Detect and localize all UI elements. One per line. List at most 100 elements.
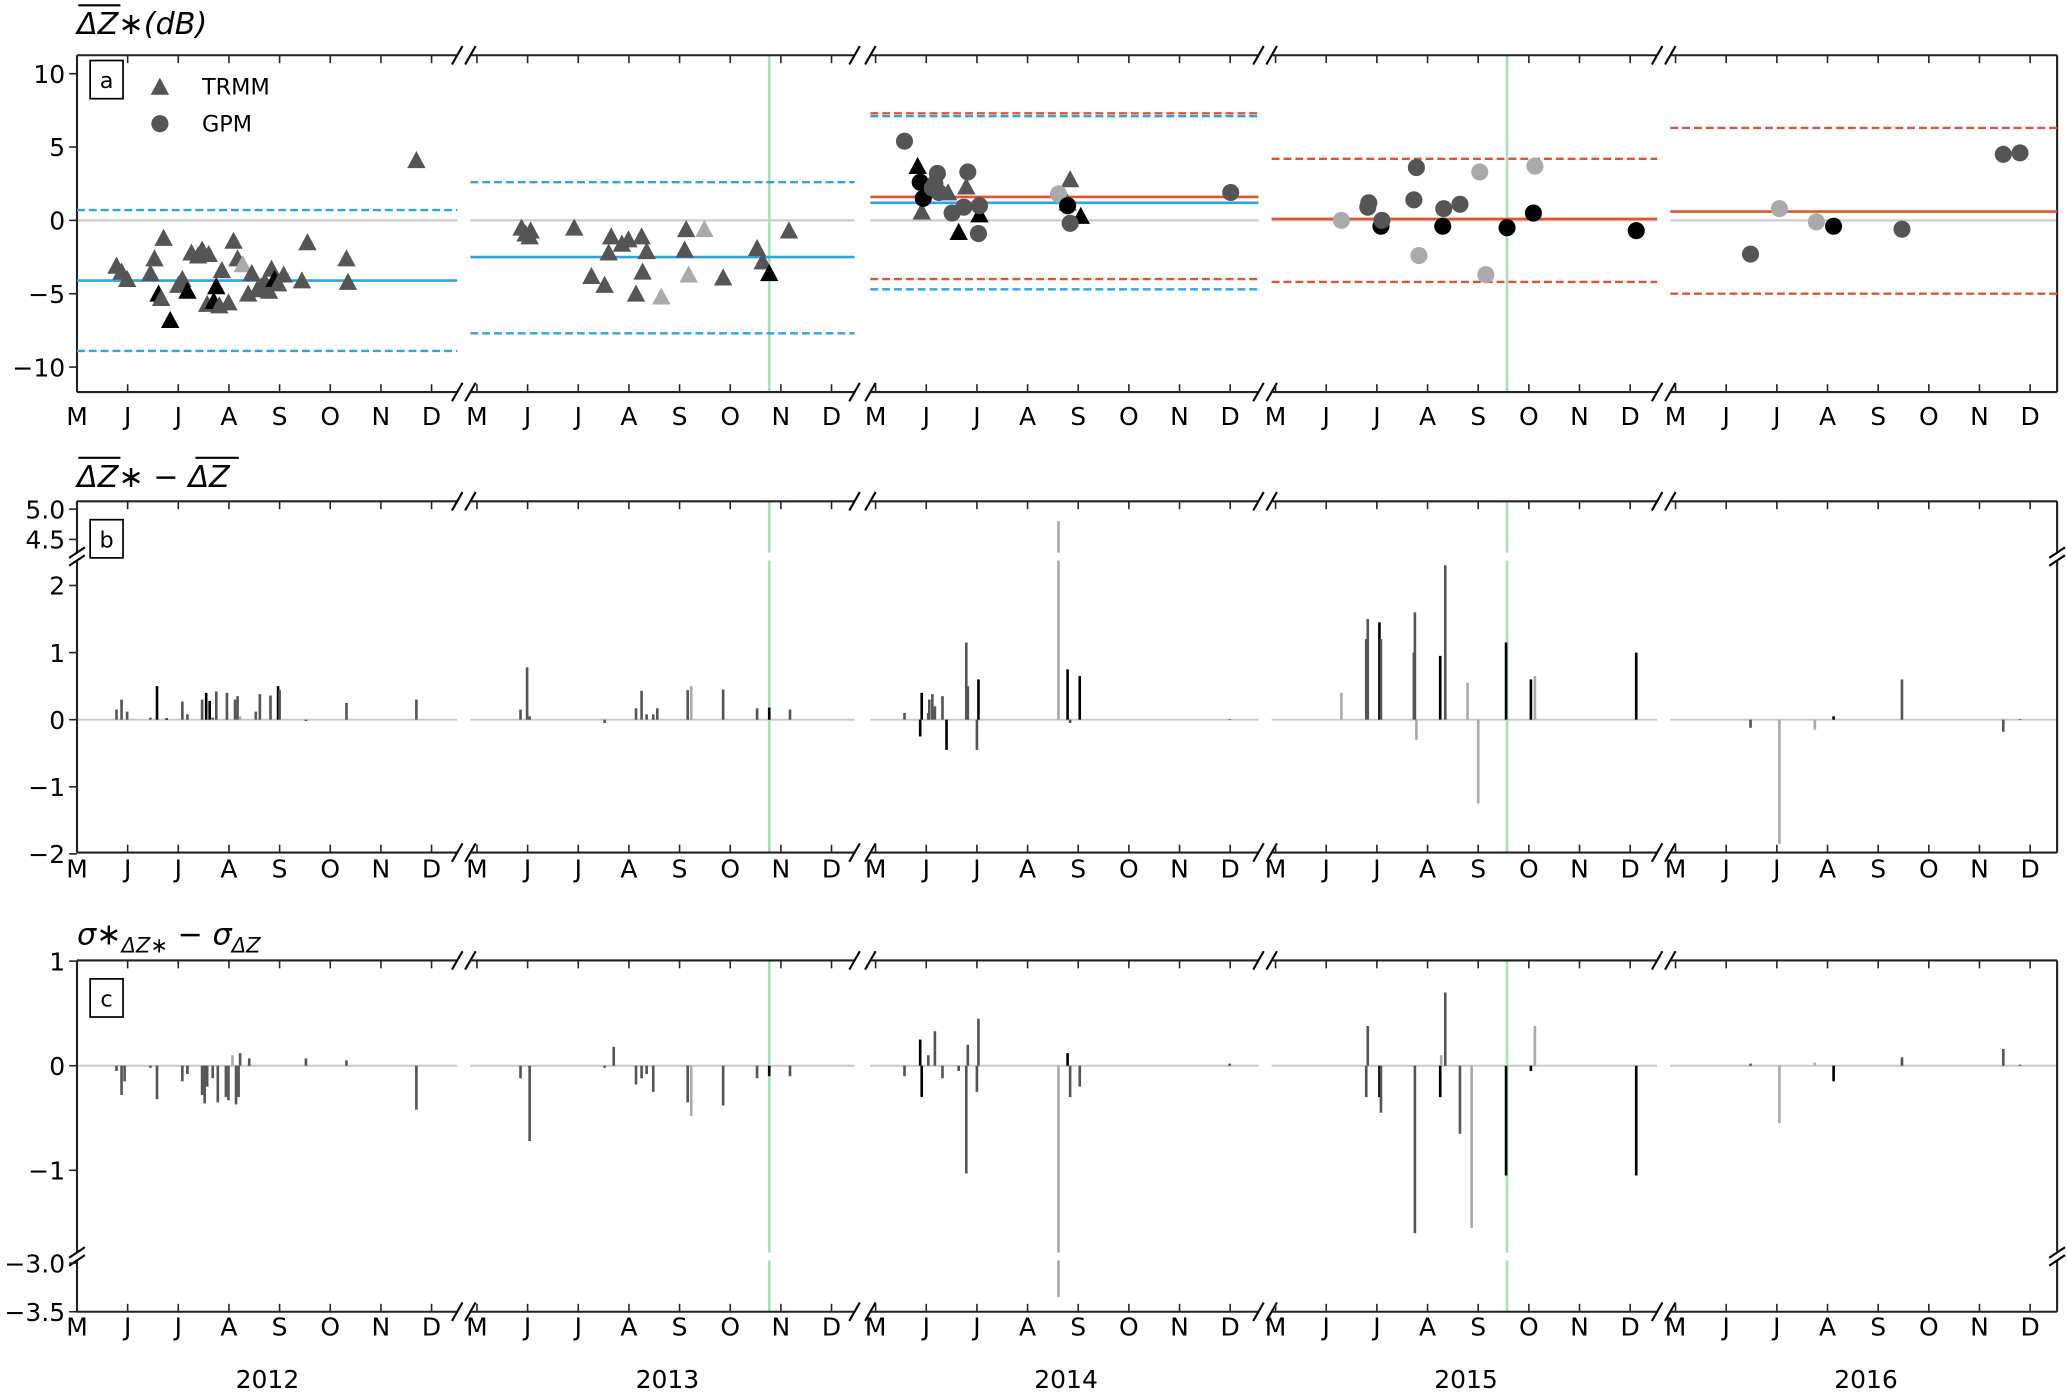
x-tick-label: N: [1970, 402, 1989, 431]
axis-break-mark: [451, 382, 464, 402]
trmm-point: [407, 151, 426, 169]
trmm-point: [619, 230, 638, 248]
trmm-point: [949, 222, 968, 241]
axis-break-mark: [2048, 1254, 2066, 1267]
gpm-point: [930, 183, 948, 202]
x-tick-label: J: [921, 855, 930, 884]
x-tick-label: J: [573, 855, 582, 884]
x-tick-label: A: [1819, 1312, 1836, 1341]
trmm-point: [141, 263, 160, 282]
year-label: 2014: [1034, 1365, 1098, 1392]
title-sigma: σ∗: [77, 918, 122, 953]
y-tick-label: −3.5: [4, 1298, 65, 1327]
axis-break-mark: [68, 546, 86, 559]
title-overline-part: ΔZ: [75, 460, 120, 495]
x-tick-label: S: [1470, 855, 1486, 884]
x-tick-label: M: [865, 402, 887, 431]
trmm-point: [259, 281, 279, 299]
x-tick-label: M: [1665, 1312, 1687, 1341]
y-tick-label: 5: [49, 133, 65, 162]
trmm-point: [753, 252, 772, 270]
trmm-point: [145, 249, 164, 267]
x-tick-label: A: [220, 402, 237, 431]
x-tick-label: D: [822, 1312, 841, 1341]
x-tick-label: D: [1221, 855, 1240, 884]
gpm-point: [2011, 144, 2029, 162]
trmm-point: [601, 227, 621, 245]
x-tick-label: O: [720, 1312, 740, 1341]
x-tick-label: A: [1419, 855, 1436, 884]
trmm-point: [207, 277, 226, 295]
x-tick-label: N: [372, 855, 391, 884]
x-tick-label: M: [1665, 402, 1687, 431]
x-tick-label: J: [1371, 1312, 1380, 1341]
axis-break-mark: [1650, 950, 1664, 971]
x-tick-label: D: [1221, 402, 1240, 431]
gpm-point: [928, 164, 946, 182]
x-tick-label: M: [466, 402, 488, 431]
trmm-point: [151, 288, 171, 307]
year-label: 2016: [1834, 1365, 1898, 1392]
x-tick-label: S: [1070, 1312, 1086, 1341]
x-tick-label: D: [2021, 402, 2040, 431]
trmm-point: [178, 281, 197, 299]
axis-break-mark: [451, 842, 464, 863]
trmm-point: [747, 239, 767, 257]
x-tick-label: J: [971, 855, 980, 884]
x-tick-label: N: [1570, 402, 1589, 431]
x-tick-label: O: [320, 402, 340, 431]
svg-text:ΔZ∗(dB): ΔZ∗(dB): [75, 7, 207, 42]
trmm-point: [212, 261, 232, 279]
trmm-point: [1060, 170, 1080, 188]
x-tick-label: J: [971, 402, 980, 431]
axis-break-mark: [2048, 1246, 2066, 1259]
x-tick-label: N: [772, 1312, 791, 1341]
y-tick-label: 10: [33, 60, 65, 89]
trmm-point: [632, 227, 651, 245]
trmm-point: [695, 219, 714, 238]
x-tick-label: A: [620, 1312, 637, 1341]
gpm-point: [969, 225, 987, 243]
x-tick-label: S: [1070, 402, 1086, 431]
y-tick-label: 4.5: [25, 526, 65, 555]
x-tick-label: M: [1265, 855, 1287, 884]
x-tick-label: S: [1870, 402, 1886, 431]
x-tick-label: J: [971, 1312, 980, 1341]
svg-text:a: a: [100, 68, 114, 94]
x-tick-label: J: [1371, 402, 1380, 431]
gpm-point: [1410, 247, 1428, 265]
axis-break-mark: [848, 45, 861, 65]
x-tick-label: M: [865, 1312, 887, 1341]
title-overline-part: ΔZ: [75, 7, 120, 42]
y-tick-label: −1: [28, 1157, 65, 1186]
x-tick-label: A: [1419, 402, 1436, 431]
legend-label-gpm: GPM: [202, 112, 252, 138]
x-tick-label: O: [1519, 855, 1539, 884]
x-tick-label: A: [620, 402, 637, 431]
gpm-point: [959, 163, 977, 181]
x-tick-label: M: [66, 1312, 88, 1341]
x-tick-label: J: [573, 402, 582, 431]
trmm-point: [338, 272, 358, 290]
x-tick-label: O: [1519, 402, 1539, 431]
gpm-point: [1825, 217, 1843, 235]
gpm-point: [1407, 159, 1425, 177]
axis-break-mark: [68, 1246, 86, 1259]
x-tick-label: S: [1870, 1312, 1886, 1341]
x-tick-label: J: [1771, 855, 1780, 884]
axis-break-mark: [1650, 382, 1664, 402]
trmm-point: [298, 233, 317, 251]
title-mid: ∗ −: [118, 460, 188, 495]
gpm-point: [1059, 197, 1077, 215]
x-tick-label: O: [1519, 1312, 1539, 1341]
x-tick-label: D: [1221, 1312, 1240, 1341]
trmm-point: [337, 249, 356, 267]
gpm-point: [1061, 214, 1079, 232]
x-tick-label: A: [1819, 855, 1836, 884]
gpm-point: [1526, 157, 1544, 175]
x-tick-label: J: [173, 402, 182, 431]
x-tick-label: J: [573, 1312, 582, 1341]
legend-circle-marker: [151, 115, 169, 133]
trmm-point: [268, 274, 288, 292]
trmm-point: [219, 293, 238, 311]
